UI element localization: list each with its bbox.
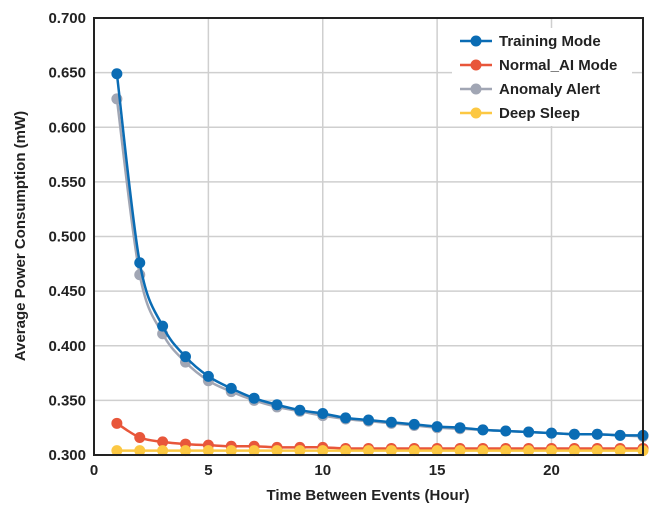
data-point: [385, 445, 397, 457]
legend-item: Normal_AI Mode: [460, 57, 617, 74]
data-point: [477, 445, 489, 457]
data-point: [248, 392, 260, 404]
data-point: [500, 425, 512, 437]
data-point: [568, 428, 580, 440]
y-tick-label: 0.350: [48, 392, 86, 409]
data-point: [408, 418, 420, 430]
x-tick-label: 10: [314, 462, 331, 479]
data-point: [340, 412, 352, 424]
data-point: [202, 445, 214, 457]
data-point: [157, 445, 169, 457]
data-point: [546, 427, 557, 439]
data-point: [408, 445, 420, 457]
x-tick-label: 20: [543, 462, 560, 479]
data-point: [157, 436, 169, 448]
data-point: [111, 417, 123, 429]
legend-label: Training Mode: [499, 33, 601, 50]
data-point: [157, 320, 169, 332]
legend-item: Training Mode: [460, 33, 601, 50]
legend-marker: [470, 35, 482, 47]
legend-label: Deep Sleep: [499, 105, 580, 122]
data-point: [225, 445, 237, 457]
data-point: [134, 257, 146, 269]
series-line: [116, 422, 643, 450]
legend-marker: [470, 107, 482, 119]
y-tick-label: 0.500: [48, 229, 86, 246]
x-tick-label: 15: [429, 462, 446, 479]
data-point: [317, 445, 329, 457]
series-deep-sleep: [111, 445, 649, 457]
data-point: [271, 445, 283, 457]
data-point: [180, 445, 191, 457]
data-point: [248, 445, 260, 457]
legend-label: Normal_AI Mode: [499, 57, 617, 74]
legend-marker: [470, 83, 482, 95]
data-point: [317, 407, 329, 419]
data-point: [294, 404, 306, 416]
series-anomaly-alert: [111, 93, 649, 442]
x-axis-label: Time Between Events (Hour): [266, 487, 469, 504]
y-tick-label: 0.450: [48, 283, 86, 300]
y-tick-label: 0.400: [48, 338, 86, 355]
data-point: [500, 445, 512, 457]
data-point: [180, 351, 191, 363]
data-point: [363, 445, 374, 457]
y-axis-label: Average Power Consumption (mW): [12, 111, 29, 361]
legend-item: Anomaly Alert: [460, 81, 600, 98]
data-point: [454, 445, 466, 457]
y-tick-label: 0.650: [48, 65, 86, 82]
data-point: [134, 445, 146, 457]
y-tick-label: 0.600: [48, 119, 86, 136]
legend-label: Anomaly Alert: [499, 81, 600, 98]
data-point: [431, 421, 443, 433]
data-point: [431, 445, 443, 457]
data-point: [523, 445, 535, 457]
data-point: [340, 445, 352, 457]
data-point: [477, 424, 489, 436]
legend-marker: [470, 59, 482, 71]
series-line: [115, 98, 644, 438]
series-training-mode: [111, 68, 649, 441]
data-point: [202, 370, 214, 382]
data-point: [294, 445, 306, 457]
data-point: [363, 414, 374, 426]
data-point: [111, 68, 123, 80]
data-point: [546, 445, 557, 457]
data-point: [225, 382, 237, 394]
legend: Training Mode Normal_AI Mode Anomaly Alert…: [452, 28, 632, 126]
grid: [94, 18, 643, 455]
plot-frame: [93, 17, 644, 456]
x-tick-label: 0: [90, 462, 98, 479]
tick-labels: 0 5 10 15 20 0.300 0.350 0.400 0.450 0.500 0.550 0.…: [48, 10, 559, 479]
data-point: [454, 422, 466, 434]
y-tick-label: 0.300: [48, 447, 86, 464]
data-point: [614, 429, 626, 441]
y-tick-label: 0.700: [48, 10, 86, 27]
x-tick-label: 5: [204, 462, 212, 479]
data-point: [134, 432, 146, 444]
data-point: [591, 428, 603, 440]
y-tick-label: 0.550: [48, 174, 86, 191]
data-point: [591, 445, 603, 457]
legend-background: [452, 28, 632, 126]
series-group: [111, 68, 649, 457]
legend-item: Deep Sleep: [460, 105, 580, 122]
data-point: [385, 416, 397, 428]
data-point: [523, 426, 535, 438]
data-point: [271, 399, 283, 411]
data-point: [111, 445, 123, 457]
data-point: [614, 445, 626, 457]
data-point: [568, 445, 580, 457]
